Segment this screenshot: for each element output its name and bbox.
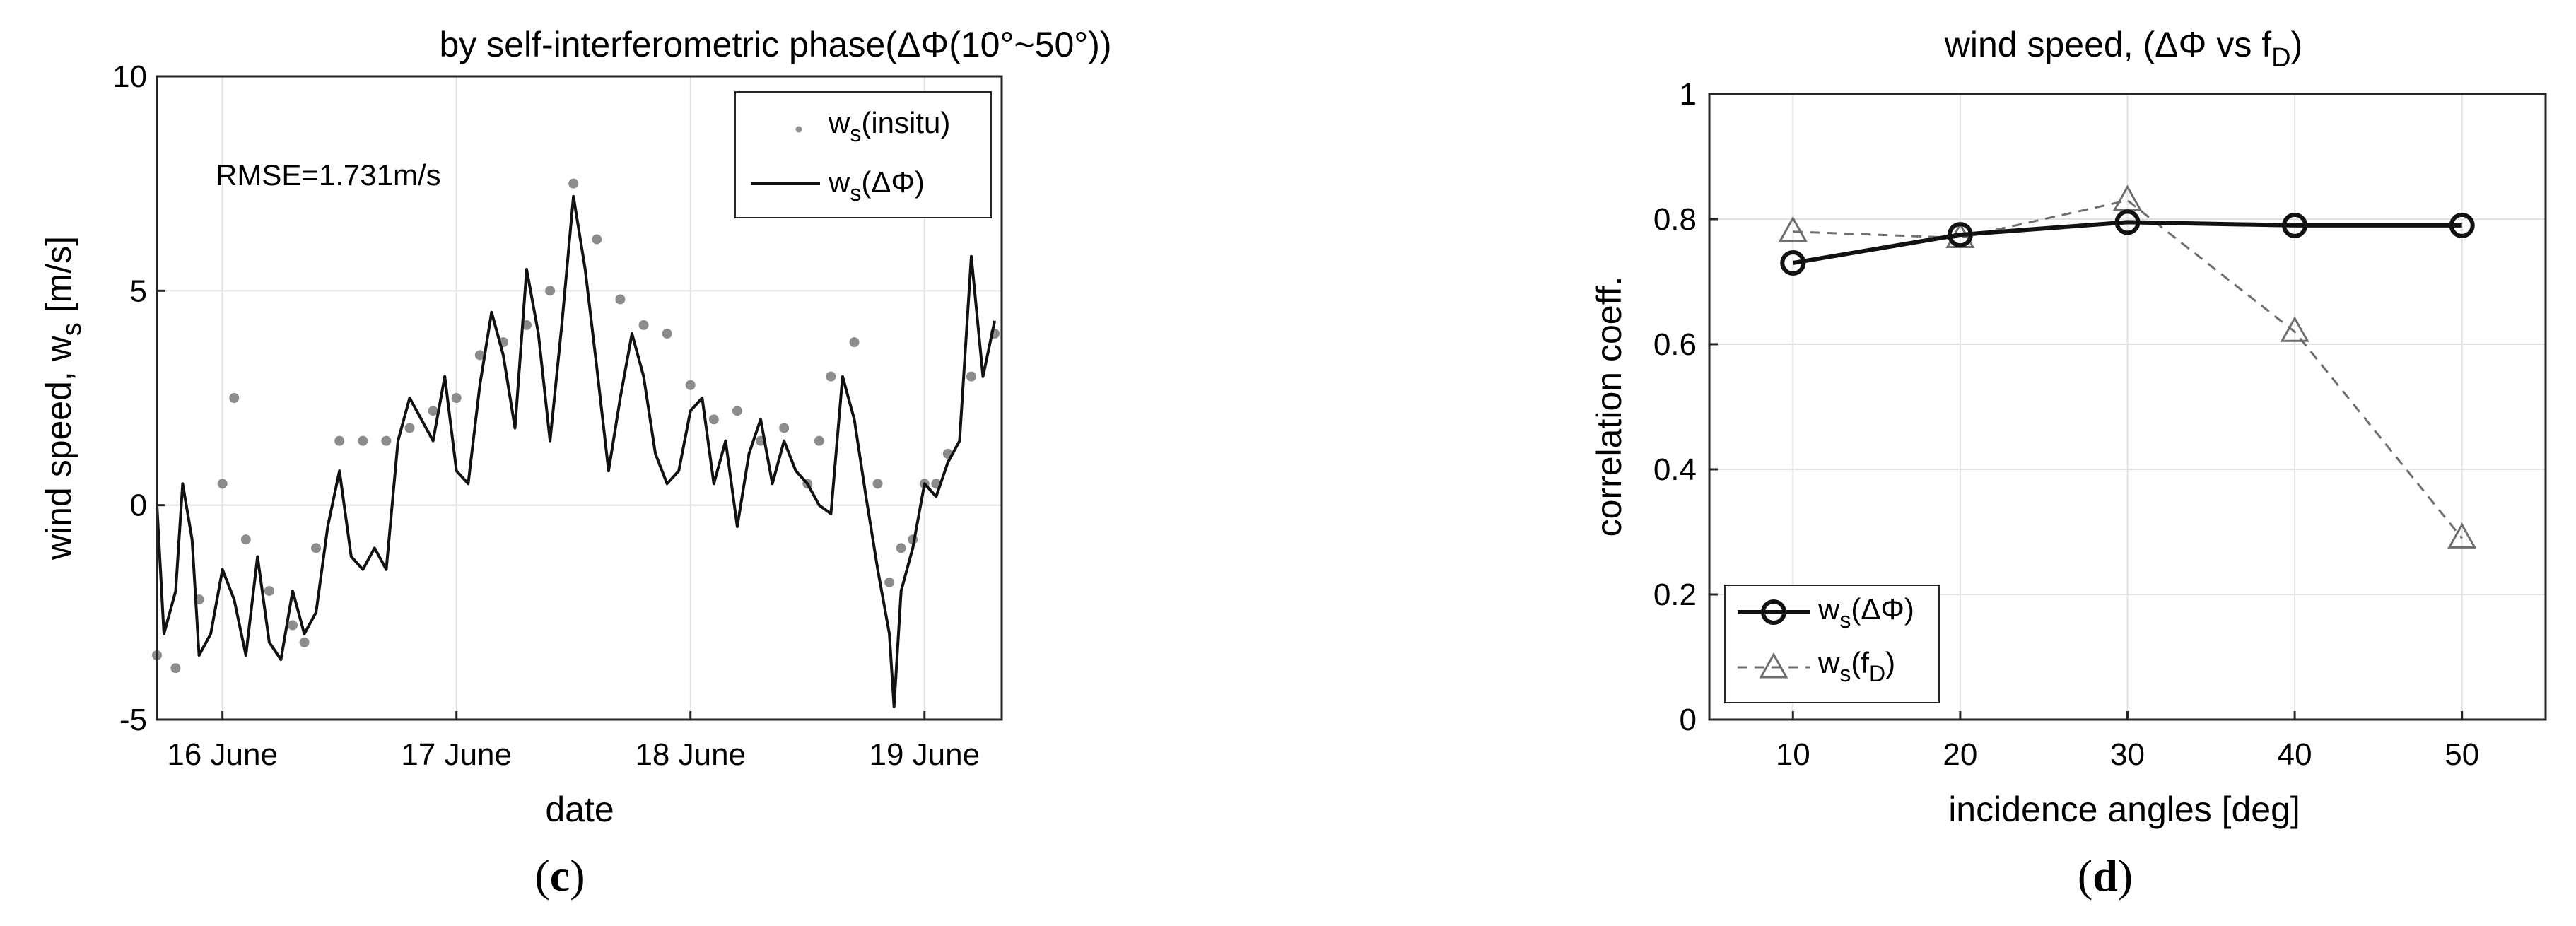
chart-d-legend: ws(ΔΦ) ws(fD) <box>1724 585 1940 703</box>
legend-fd-label: ws(fD) <box>1817 646 1895 686</box>
insitu-point <box>229 393 240 403</box>
chart-c-xtick-label: 17 June <box>401 737 512 772</box>
insitu-point <box>381 435 392 446</box>
insitu-point <box>779 423 790 433</box>
chart-c-xtick-label: 18 June <box>635 737 746 772</box>
insitu-point <box>708 414 719 425</box>
insitu-point <box>568 178 579 189</box>
chart-c-ticks: 16 June 17 June 18 June 19 June -5 0 5 10 <box>112 59 980 772</box>
legend-fd-marker <box>1759 652 1788 679</box>
insitu-point <box>732 406 742 416</box>
series-dphi-line-d <box>1792 220 2462 265</box>
chart-d-ytick-label: 0.4 <box>1653 452 1697 487</box>
chart-c: by self-interferometric phase(ΔΦ(10°~50°… <box>39 25 1112 901</box>
chart-d-ylabel: correlation coeff. <box>1589 276 1629 537</box>
legend-dphi-label: ws(ΔΦ) <box>828 165 925 206</box>
insitu-point <box>474 350 485 361</box>
insitu-point <box>638 320 649 330</box>
legend-dphi-marker-d <box>1761 599 1786 625</box>
rmse-annotation: RMSE=1.731m/s <box>216 158 441 192</box>
chart-d-xtick-label: 40 <box>2278 737 2312 772</box>
chart-d-xlabel: incidence angles [deg] <box>1948 790 2300 829</box>
legend-insitu-label: ws(insitu) <box>828 106 950 146</box>
insitu-point <box>592 234 602 245</box>
insitu-point <box>299 637 310 647</box>
chart-d-xtick-label: 10 <box>1776 737 1810 772</box>
insitu-point <box>217 479 228 489</box>
insitu-point <box>240 534 251 545</box>
insitu-point <box>334 435 345 446</box>
series-fd-line <box>1793 199 2463 539</box>
panel-label-d: (d) <box>2078 850 2133 901</box>
insitu-point <box>311 543 322 553</box>
chart-c-data <box>152 178 1000 708</box>
chart-c-xlabel: date <box>545 790 614 829</box>
chart-c-xtick-label: 16 June <box>167 737 278 772</box>
chart-c-legend-box <box>734 91 992 218</box>
insitu-point <box>428 406 438 416</box>
insitu-point <box>287 620 298 631</box>
dphi-point-circle <box>2114 209 2141 235</box>
insitu-point <box>826 371 836 382</box>
insitu-point <box>615 294 626 305</box>
chart-d-title: wind speed, (ΔΦ vs fD) <box>1944 25 2302 73</box>
chart-c-ytick-label: 0 <box>130 488 147 523</box>
dphi-point-circle <box>2449 212 2475 238</box>
insitu-point <box>966 371 976 382</box>
chart-c-ytick-label: 5 <box>130 274 147 308</box>
legend-dphi-label-d: ws(ΔΦ) <box>1817 592 1914 633</box>
chart-d-legend-box <box>1724 585 1940 703</box>
insitu-point <box>872 479 883 489</box>
chart-d-data <box>1778 184 2477 549</box>
insitu-point <box>358 435 368 446</box>
fd-point-triangle <box>2447 522 2477 549</box>
chart-c-axes-box <box>156 75 1003 721</box>
insitu-point <box>170 663 181 674</box>
insitu-point <box>685 380 696 390</box>
insitu-point <box>884 577 895 587</box>
series-dphi-line <box>156 194 997 708</box>
chart-d: wind speed, (ΔΦ vs fD) 10 20 30 40 50 0 0.2 0.4… <box>1589 25 2547 901</box>
panel-label-c: (c) <box>534 850 585 901</box>
dphi-point-circle <box>1780 250 1806 276</box>
legend-insitu-marker <box>795 126 802 133</box>
chart-d-xtick-label: 30 <box>2110 737 2145 772</box>
fd-point-triangle <box>1778 216 1808 242</box>
insitu-point <box>404 423 415 433</box>
chart-d-ytick-label: 1 <box>1680 77 1697 112</box>
chart-c-legend: ws(insitu) ws(ΔΦ) <box>734 91 992 218</box>
insitu-point <box>264 586 274 596</box>
chart-d-ytick-label: 0.2 <box>1653 578 1697 612</box>
chart-d-ytick-label: 0 <box>1680 703 1697 737</box>
chart-d-ytick-label: 0.6 <box>1653 327 1697 362</box>
chart-d-xtick-label: 20 <box>1943 737 1977 772</box>
chart-c-ytick-label: 10 <box>112 59 147 94</box>
chart-d-ticks: 10 20 30 40 50 0 0.2 0.4 0.6 0.8 1 <box>1653 77 2479 772</box>
insitu-point <box>522 320 532 330</box>
insitu-point <box>814 435 824 446</box>
insitu-point <box>849 337 860 348</box>
chart-c-xtick-label: 19 June <box>869 737 980 772</box>
dphi-point-circle <box>1947 222 1973 248</box>
insitu-point <box>451 393 462 403</box>
insitu-point <box>662 329 672 339</box>
dphi-point-circle <box>2282 212 2308 238</box>
series-insitu <box>152 178 1000 674</box>
chart-c-ylabel: wind speed, ws [m/s] <box>39 236 87 561</box>
chart-c-title: by self-interferometric phase(ΔΦ(10°~50°… <box>439 25 1111 64</box>
chart-c-ytick-label: -5 <box>119 703 147 737</box>
chart-d-xtick-label: 50 <box>2445 737 2479 772</box>
fd-point-triangle <box>2280 316 2309 342</box>
chart-d-ytick-label: 0.8 <box>1653 202 1697 237</box>
insitu-point <box>545 286 556 296</box>
insitu-point <box>896 543 906 553</box>
